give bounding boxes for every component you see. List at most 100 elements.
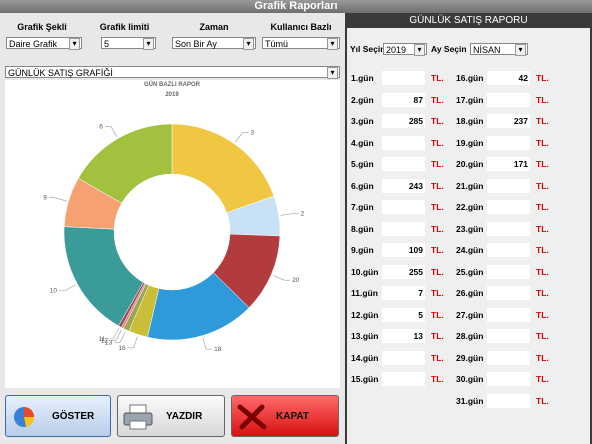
currency-label: TL. [536,202,549,212]
day-label: 9.gün [351,245,374,255]
currency-label: TL. [536,352,549,363]
currency-label: TL. [431,288,444,298]
amount-box [487,393,530,408]
year-select[interactable]: 2019 [383,43,427,56]
amount-box [487,264,530,279]
currency-label: TL. [536,180,549,191]
day-label: 12.gün [351,309,379,320]
leader-line [127,336,138,349]
leader-line [107,328,120,340]
day-label: 23.gün [456,223,484,234]
amount-box [382,71,425,85]
filter-select[interactable]: Tümü [262,37,340,50]
currency-label: TL. [536,73,549,83]
month-label: Ay Seçin [431,44,467,54]
amount-box: 237 [487,114,530,128]
report-title: GÜNLÜK SATIŞ RAPORU [409,15,528,26]
amount-box [487,178,530,193]
currency-label: TL. [431,202,444,212]
day-label: 15.gün [351,374,379,384]
leader-line [202,337,213,350]
currency-label: TL. [431,180,444,191]
slice-label: 2 [301,211,305,218]
day-label: 10.gün [351,266,379,277]
slice-label: 11 [98,336,105,343]
chart-selector[interactable]: GÜNLÜK SATIŞ GRAFİĞİ [5,66,340,79]
currency-label: TL. [536,137,549,148]
currency-label: TL. [431,94,444,105]
amount-box [382,350,425,365]
donut-slice [77,123,173,204]
amount-box: 5 [382,307,425,322]
amount-box [487,200,530,214]
amount-box: 87 [382,92,425,107]
day-label: 3.gün [351,116,374,126]
month-select[interactable]: NİSAN [470,43,528,56]
leader-line [48,197,67,202]
print-button[interactable]: YAZDIR [117,395,225,437]
currency-label: TL. [536,374,549,384]
filter-select[interactable]: 5 [101,37,156,50]
slice-label: 12 [101,337,109,344]
amount-box [487,372,530,386]
currency-label: TL. [536,395,549,406]
currency-label: TL. [536,116,549,126]
day-label: 5.gün [351,159,374,169]
show-button[interactable]: GÖSTER [5,395,111,437]
currency-label: TL. [431,73,444,83]
amount-box: 109 [382,243,425,257]
filter-select[interactable]: Son Bir Ay [172,37,256,50]
slice-label: 10 [50,288,58,295]
amount-box [382,200,425,214]
currency-label: TL. [536,223,549,234]
day-label: 29.gün [456,352,484,363]
close-button[interactable]: KAPAT [231,395,339,437]
filter-label: Grafik Şekli [17,22,67,32]
filter-label: Kullanıcı Bazlı [270,22,332,32]
currency-label: TL. [431,266,444,277]
currency-label: TL. [431,116,444,126]
day-label: 1.gün [351,73,374,83]
amount-box [487,221,530,236]
amount-box [487,329,530,343]
chart-title: GÜN BAZLI RAPOR [144,81,201,88]
currency-label: TL. [431,331,444,341]
currency-label: TL. [536,288,549,298]
day-label: 31.gün [456,395,484,406]
currency-label: TL. [431,159,444,169]
slice-label: 13 [105,339,113,346]
button-label: YAZDIR [166,410,203,422]
day-label: 19.gün [456,137,484,148]
day-label: 7.gün [351,202,374,212]
currency-label: TL. [431,309,444,320]
leader-line [109,329,122,341]
day-label: 26.gün [456,288,484,298]
currency-label: TL. [536,159,549,169]
amount-box [487,135,530,150]
day-label: 8.gün [351,223,374,234]
amount-box [487,243,530,257]
day-label: 11.gün [351,288,378,298]
day-label: 18.gün [456,116,484,126]
day-label: 14.gün [351,352,379,363]
amount-box: 243 [382,178,425,193]
slice-label: 16 [118,345,126,352]
close-icon [237,404,267,430]
year-label: Yıl Seçin [350,44,386,54]
day-label: 2.gün [351,94,374,105]
currency-label: TL. [536,245,549,255]
slice-label: 18 [214,346,222,353]
leader-line [272,275,291,281]
day-label: 21.gün [456,180,484,191]
day-label: 22.gün [456,202,484,212]
printer-icon [123,404,153,430]
slice-label: 3 [250,129,254,136]
amount-box [382,157,425,171]
amount-box [382,135,425,150]
filter-select[interactable]: Daire Grafik [6,37,82,50]
amount-box [487,350,530,365]
day-label: 27.gün [456,309,484,320]
currency-label: TL. [536,266,549,277]
day-label: 13.gün [351,331,379,341]
